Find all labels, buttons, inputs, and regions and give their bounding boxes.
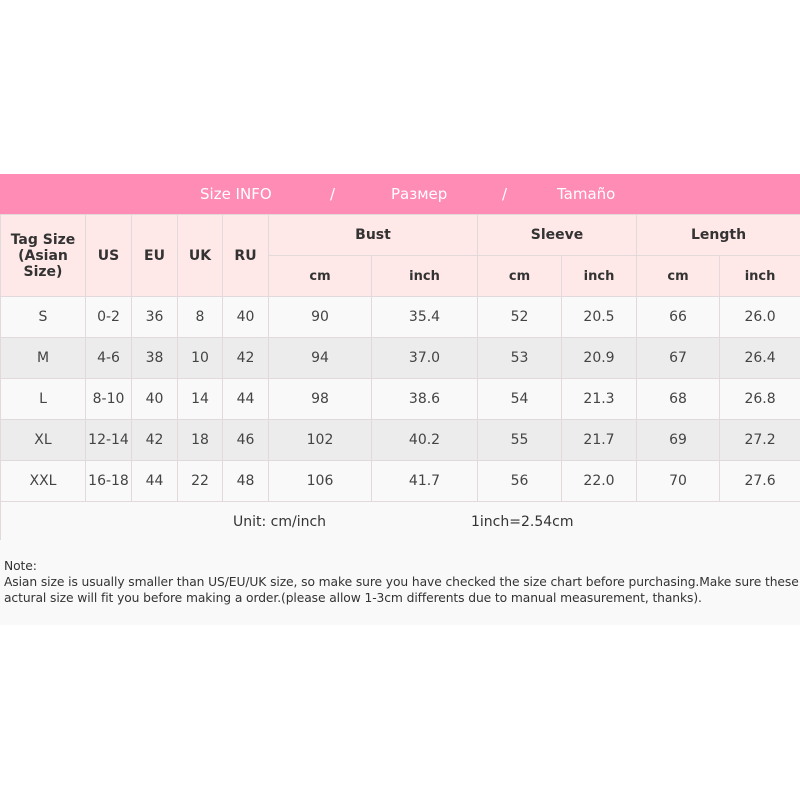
- table-cell: 37.0: [370, 337, 479, 379]
- table-cell: 67: [636, 337, 721, 379]
- header-inch: inch: [561, 255, 638, 297]
- table-cell: 90: [268, 296, 372, 338]
- table-cell: 94: [268, 337, 372, 379]
- table-cell: 4-6: [85, 337, 132, 379]
- header-tag-size: Tag Size (Asian Size): [0, 214, 86, 297]
- table-cell: 38: [131, 337, 178, 379]
- table-cell: 98: [268, 378, 372, 420]
- table-cell: 18: [177, 419, 223, 461]
- table-cell: XL: [0, 419, 86, 461]
- table-cell: 21.7: [561, 419, 638, 461]
- table-cell: 41.7: [370, 460, 479, 502]
- table-cell: 22.0: [561, 460, 638, 502]
- table-cell: 46: [222, 419, 269, 461]
- table-cell: M: [0, 337, 86, 379]
- table-cell: 14: [177, 378, 223, 420]
- separator: /: [330, 185, 336, 203]
- separator: /: [502, 185, 508, 203]
- table-cell: 20.9: [561, 337, 638, 379]
- table-cell: 12-14: [85, 419, 132, 461]
- header-us: US: [85, 214, 132, 297]
- unit-label: Unit: cm/inch: [233, 514, 327, 530]
- table-cell: 53: [477, 337, 563, 379]
- table-cell: 56: [477, 460, 563, 502]
- table-cell: 68: [636, 378, 721, 420]
- table-cell: 10: [177, 337, 223, 379]
- header-bust: Bust: [267, 214, 479, 256]
- table-row: L 8-10 40 14 44 98 38.6 54 21.3 68 26.8: [0, 378, 800, 420]
- table-cell: 21.3: [561, 378, 638, 420]
- note: Note: Asian size is usually smaller than…: [0, 540, 800, 625]
- table-cell: 102: [268, 419, 372, 461]
- note-text: Asian size is usually smaller than US/EU…: [4, 575, 799, 605]
- table-cell: 27.2: [719, 419, 800, 461]
- table-cell: 44: [222, 378, 269, 420]
- table-cell: 36: [131, 296, 178, 338]
- table-cell: 44: [131, 460, 178, 502]
- header-cm: cm: [636, 255, 721, 297]
- table-cell: 16-18: [85, 460, 132, 502]
- header-inch: inch: [719, 255, 800, 297]
- header-eu: EU: [131, 214, 178, 297]
- table-cell: 26.4: [719, 337, 800, 379]
- table-cell: 22: [177, 460, 223, 502]
- table-cell: 35.4: [370, 296, 479, 338]
- note-title: Note:: [4, 559, 37, 573]
- header-uk: UK: [177, 214, 223, 297]
- table-cell: 0-2: [85, 296, 132, 338]
- header-cm: cm: [477, 255, 563, 297]
- unit-row: Unit: cm/inch 1inch=2.54cm: [0, 501, 800, 543]
- table-cell: 26.0: [719, 296, 800, 338]
- table-cell: 20.5: [561, 296, 638, 338]
- title-ru: Размер: [391, 185, 448, 203]
- unit-conversion: 1inch=2.54cm: [471, 514, 574, 530]
- table-cell: 106: [268, 460, 372, 502]
- table-cell: 38.6: [370, 378, 479, 420]
- table-cell: 40: [131, 378, 178, 420]
- table-cell: 26.8: [719, 378, 800, 420]
- table-cell: 27.6: [719, 460, 800, 502]
- table-cell: 42: [131, 419, 178, 461]
- table-cell: 40.2: [370, 419, 479, 461]
- table-cell: 70: [636, 460, 721, 502]
- title-es: Tamaño: [557, 185, 616, 203]
- header-cm: cm: [268, 255, 372, 297]
- table-cell: L: [0, 378, 86, 420]
- table-cell: 8: [177, 296, 223, 338]
- size-table: Tag Size (Asian Size) US EU UK RU Bust S…: [0, 214, 800, 543]
- table-cell: 54: [477, 378, 563, 420]
- table-row: XL 12-14 42 18 46 102 40.2 55 21.7 69 27.2: [0, 419, 800, 461]
- size-info-banner: Size INFO / Размер / Tamaño: [0, 174, 800, 214]
- table-cell: 69: [636, 419, 721, 461]
- table-cell: 66: [636, 296, 721, 338]
- table-cell: 8-10: [85, 378, 132, 420]
- title-en: Size INFO: [200, 185, 272, 203]
- table-cell: 55: [477, 419, 563, 461]
- header-inch: inch: [370, 255, 479, 297]
- table-cell: 48: [222, 460, 269, 502]
- table-cell: 42: [222, 337, 269, 379]
- table-cell: 52: [477, 296, 563, 338]
- table-row: M 4-6 38 10 42 94 37.0 53 20.9 67 26.4: [0, 337, 800, 379]
- header-sleeve: Sleeve: [477, 214, 638, 256]
- header-length: Length: [636, 214, 800, 256]
- table-cell: XXL: [0, 460, 86, 502]
- table-row: XXL 16-18 44 22 48 106 41.7 56 22.0 70 27.6: [0, 460, 800, 502]
- table-row: S 0-2 36 8 40 90 35.4 52 20.5 66 26.0: [0, 296, 800, 338]
- header-ru: RU: [222, 214, 269, 297]
- table-cell: S: [0, 296, 86, 338]
- table-cell: 40: [222, 296, 269, 338]
